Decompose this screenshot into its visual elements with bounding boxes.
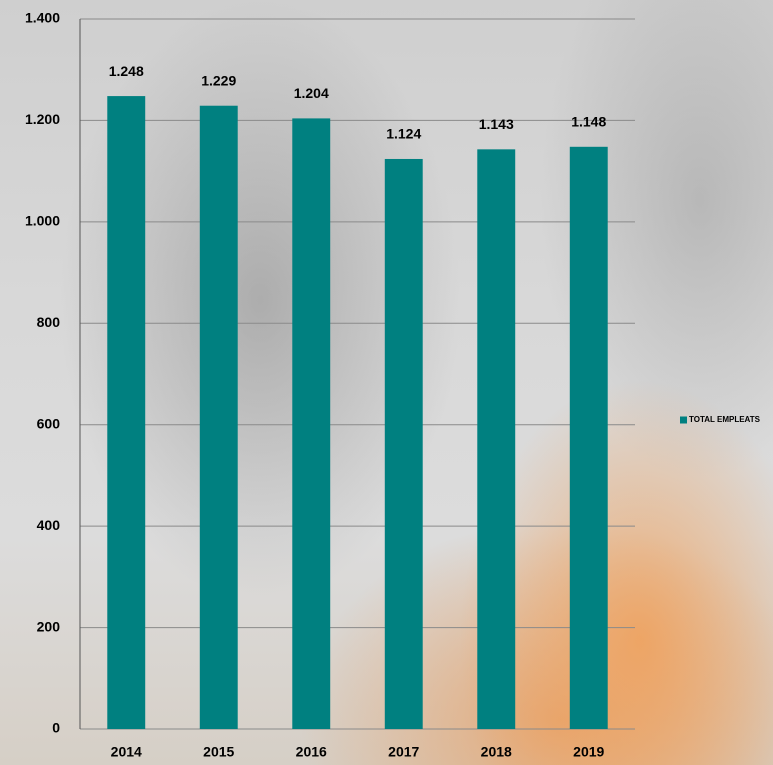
x-tick-label: 2015 bbox=[203, 744, 234, 760]
bar bbox=[569, 146, 608, 730]
y-tick-label: 800 bbox=[37, 314, 61, 330]
value-label: 1.143 bbox=[479, 116, 514, 132]
x-tick-label: 2018 bbox=[481, 744, 512, 760]
bar bbox=[384, 158, 423, 729]
x-tick-label: 2014 bbox=[111, 744, 142, 760]
y-tick-label: 200 bbox=[37, 618, 61, 634]
x-tick-label: 2019 bbox=[573, 744, 604, 760]
value-label: 1.229 bbox=[201, 72, 236, 88]
x-tick-label: 2017 bbox=[388, 744, 419, 760]
value-label: 1.204 bbox=[294, 85, 329, 101]
value-label: 1.124 bbox=[386, 126, 421, 142]
bar bbox=[199, 105, 238, 729]
y-tick-label: 0 bbox=[52, 720, 60, 736]
x-tick-label: 2016 bbox=[296, 744, 327, 760]
bar bbox=[292, 118, 331, 729]
legend-swatch bbox=[680, 416, 687, 424]
value-label: 1.148 bbox=[571, 114, 606, 130]
value-label: 1.248 bbox=[109, 63, 144, 79]
y-tick-label: 1.200 bbox=[25, 111, 60, 127]
y-tick-label: 1.400 bbox=[25, 10, 60, 26]
y-tick-label: 400 bbox=[37, 517, 61, 533]
legend-label: TOTAL EMPLEATS bbox=[689, 415, 761, 424]
y-tick-label: 600 bbox=[37, 415, 61, 431]
y-tick-label: 1.000 bbox=[25, 213, 60, 229]
bar bbox=[107, 96, 146, 730]
bar bbox=[477, 149, 516, 730]
